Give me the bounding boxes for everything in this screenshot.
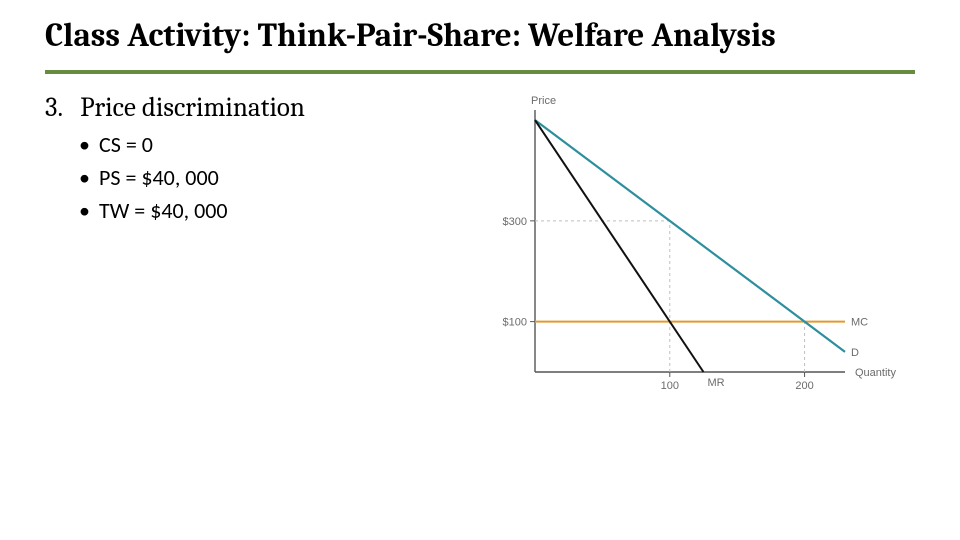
chart-column: MC D MR 100 200 $100 $300 Quantity Price <box>465 92 915 412</box>
sub-item-cs: • CS = 0 <box>79 131 465 158</box>
svg-text:MC: MC <box>851 317 868 329</box>
svg-text:$300: $300 <box>503 216 527 228</box>
bullet-icon: • <box>79 197 99 224</box>
svg-text:200: 200 <box>795 380 813 392</box>
svg-text:MR: MR <box>707 377 724 389</box>
svg-text:$100: $100 <box>503 317 527 329</box>
sub-item-label: TW = $40, 000 <box>99 197 228 224</box>
bullet-icon: • <box>79 131 99 158</box>
sub-list: • CS = 0 • PS = $40, 000 • TW = $40, 000 <box>79 131 465 224</box>
svg-text:Quantity: Quantity <box>855 367 896 379</box>
text-column: 3. Price discrimination • CS = 0 • PS = … <box>45 92 465 412</box>
sub-item-tw: • TW = $40, 000 <box>79 197 465 224</box>
sub-item-label: CS = 0 <box>99 131 153 158</box>
sub-item-label: PS = $40, 000 <box>99 164 219 191</box>
list-item-3: 3. Price discrimination <box>45 92 465 123</box>
svg-text:D: D <box>851 347 859 359</box>
sub-item-ps: • PS = $40, 000 <box>79 164 465 191</box>
svg-text:Price: Price <box>531 95 556 107</box>
list-number: 3. <box>45 92 62 123</box>
page-title: Class Activity: Think-Pair-Share: Welfar… <box>45 18 915 56</box>
svg-text:100: 100 <box>661 380 679 392</box>
bullet-icon: • <box>79 164 99 191</box>
list-text: Price discrimination <box>80 92 305 123</box>
economics-chart: MC D MR 100 200 $100 $300 Quantity Price <box>475 92 915 412</box>
